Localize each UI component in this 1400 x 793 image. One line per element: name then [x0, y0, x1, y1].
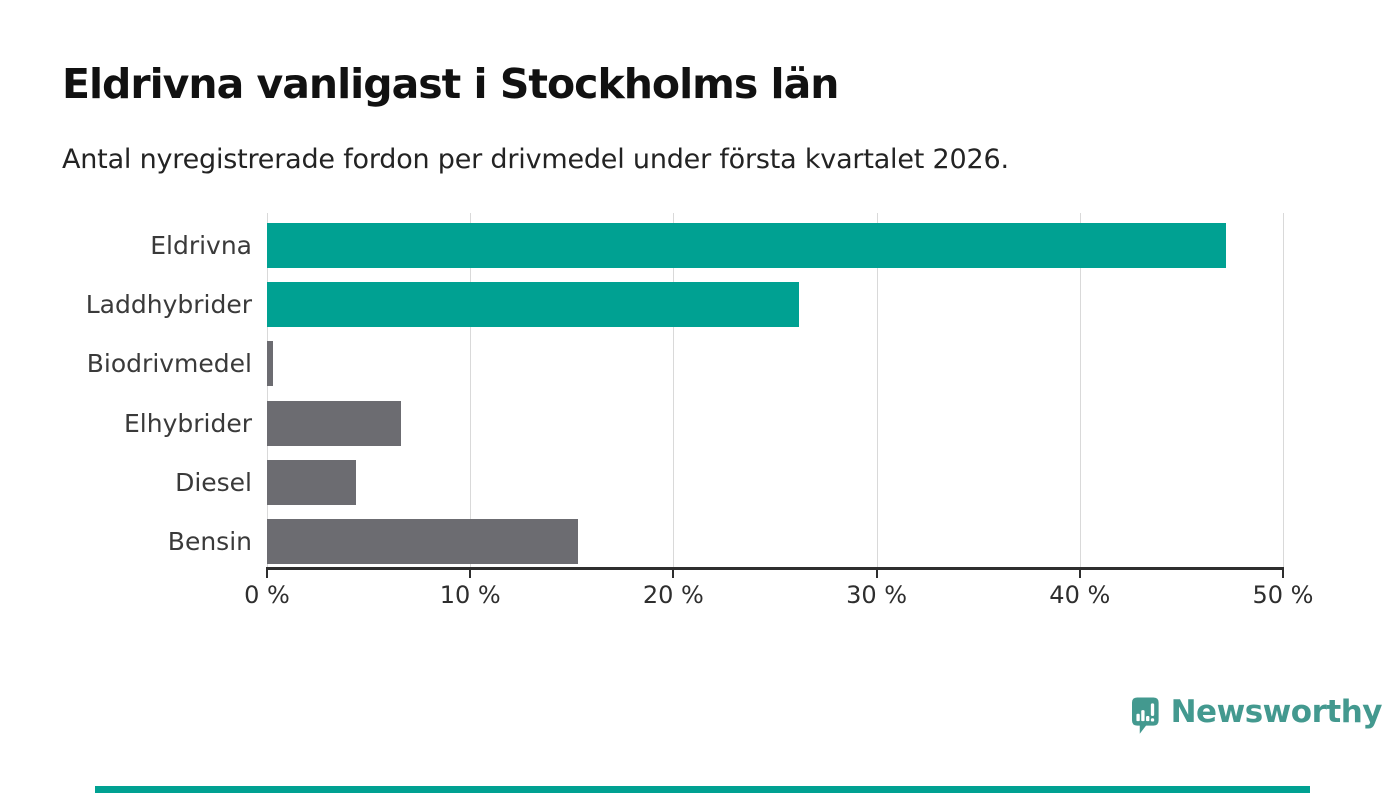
bar-laddhybrider: [267, 282, 800, 328]
x-tick-label: 10 %: [439, 581, 501, 609]
newsworthy-logo: Newsworthy: [1132, 690, 1383, 745]
gridline: [1079, 213, 1081, 568]
x-axis-tick: [875, 567, 878, 578]
x-axis-tick: [266, 567, 268, 578]
category-label: Diesel: [175, 467, 252, 497]
x-axis-tick: [1078, 567, 1081, 578]
gridline: [876, 213, 878, 568]
footer-accent-stripe: [95, 786, 1310, 793]
x-tick-label: 30 %: [846, 581, 908, 609]
x-axis-tick: [672, 567, 675, 578]
category-label: Laddhybrider: [85, 290, 252, 320]
newsworthy-wordmark: Newsworthy: [1170, 694, 1383, 730]
x-tick-label: 0 %: [244, 581, 290, 609]
bar-diesel: [267, 459, 357, 505]
newsworthy-pin-bar-chart-icon: [1132, 697, 1159, 734]
gridline: [267, 213, 268, 568]
category-label: Biodrivmedel: [86, 349, 252, 379]
category-label: Eldrivna: [150, 231, 252, 260]
x-tick-label: 50 %: [1252, 581, 1314, 609]
chart-subtitle: Antal nyregistrerade fordon per drivmede…: [62, 144, 1009, 175]
x-tick-label: 20 %: [642, 581, 704, 609]
bar-elhybrider: [267, 400, 402, 446]
gridline: [1283, 213, 1284, 568]
gridline: [673, 213, 675, 568]
bar-eldrivna: [267, 223, 1227, 268]
category-label: Bensin: [167, 526, 252, 556]
bar-biodrivmedel: [267, 341, 274, 387]
bar-bensin: [267, 518, 578, 564]
bar-chart-plot-area: [267, 213, 1284, 568]
x-axis-tick: [1282, 567, 1284, 578]
category-label: Elhybrider: [123, 408, 252, 438]
x-axis-line: [267, 567, 1283, 570]
x-tick-label: 40 %: [1049, 581, 1111, 609]
gridline: [470, 213, 472, 568]
x-axis-tick: [469, 567, 472, 578]
chart-title: Eldrivna vanligast i Stockholms län: [62, 60, 839, 108]
